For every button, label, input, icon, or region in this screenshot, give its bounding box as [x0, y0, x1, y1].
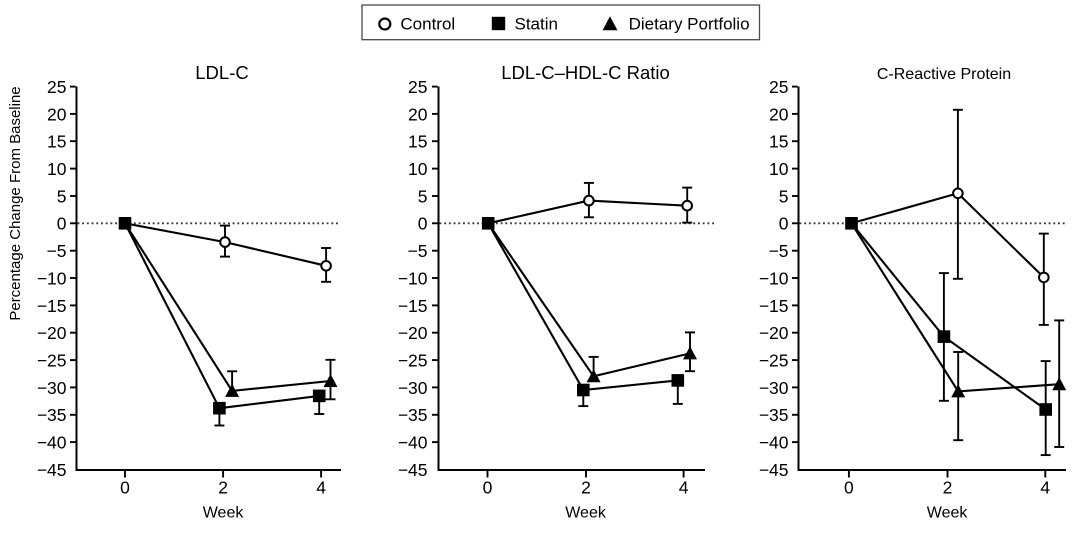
svg-text:Week: Week — [927, 505, 969, 522]
svg-text:LDL-C: LDL-C — [195, 62, 248, 83]
svg-text:−10: −10 — [759, 268, 789, 288]
svg-text:−30: −30 — [759, 378, 789, 398]
svg-text:−5: −5 — [408, 241, 428, 261]
svg-text:−35: −35 — [398, 405, 428, 425]
svg-text:10: 10 — [769, 159, 789, 179]
svg-text:15: 15 — [47, 132, 66, 152]
svg-text:0: 0 — [418, 214, 428, 234]
svg-text:−10: −10 — [398, 268, 428, 288]
svg-text:4: 4 — [316, 478, 326, 498]
svg-text:−45: −45 — [398, 460, 428, 480]
svg-text:−25: −25 — [398, 351, 428, 371]
svg-text:2: 2 — [581, 478, 591, 498]
svg-text:−10: −10 — [37, 268, 67, 288]
svg-text:−30: −30 — [37, 378, 67, 398]
svg-text:Week: Week — [565, 505, 607, 522]
svg-text:−25: −25 — [759, 351, 789, 371]
svg-text:C-Reactive Protein: C-Reactive Protein — [877, 66, 1011, 83]
svg-text:0: 0 — [120, 478, 130, 498]
svg-text:LDL-C–HDL-C Ratio: LDL-C–HDL-C Ratio — [501, 62, 670, 83]
svg-text:Percentage Change From Baselin: Percentage Change From Baseline — [7, 86, 24, 320]
svg-text:20: 20 — [769, 104, 789, 124]
svg-text:−15: −15 — [37, 296, 67, 316]
svg-text:−35: −35 — [37, 405, 67, 425]
svg-text:15: 15 — [769, 132, 788, 152]
svg-text:−5: −5 — [769, 241, 789, 261]
svg-text:−35: −35 — [759, 405, 789, 425]
svg-text:Statin: Statin — [515, 15, 558, 34]
svg-text:Week: Week — [203, 505, 245, 522]
svg-text:5: 5 — [418, 186, 428, 206]
svg-text:2: 2 — [218, 478, 228, 498]
svg-text:10: 10 — [47, 159, 67, 179]
svg-text:0: 0 — [57, 214, 67, 234]
svg-text:15: 15 — [408, 132, 427, 152]
svg-text:0: 0 — [844, 478, 854, 498]
svg-text:4: 4 — [1040, 478, 1050, 498]
svg-text:25: 25 — [47, 77, 66, 97]
svg-text:−20: −20 — [37, 323, 67, 343]
svg-text:−40: −40 — [398, 433, 428, 453]
svg-text:−45: −45 — [37, 460, 67, 480]
svg-text:4: 4 — [679, 478, 689, 498]
svg-text:−20: −20 — [398, 323, 428, 343]
svg-text:−5: −5 — [47, 241, 67, 261]
svg-text:20: 20 — [408, 104, 428, 124]
svg-text:−45: −45 — [759, 460, 789, 480]
svg-text:0: 0 — [483, 478, 493, 498]
svg-text:20: 20 — [47, 104, 67, 124]
svg-text:−30: −30 — [398, 378, 428, 398]
svg-text:0: 0 — [779, 214, 789, 234]
svg-text:−40: −40 — [759, 433, 789, 453]
svg-text:25: 25 — [408, 77, 427, 97]
svg-text:10: 10 — [408, 159, 428, 179]
svg-text:5: 5 — [57, 186, 67, 206]
svg-text:−20: −20 — [759, 323, 789, 343]
svg-text:−15: −15 — [759, 296, 789, 316]
svg-text:−40: −40 — [37, 433, 67, 453]
svg-text:2: 2 — [943, 478, 953, 498]
svg-text:Dietary Portfolio: Dietary Portfolio — [629, 15, 750, 34]
svg-text:25: 25 — [769, 77, 788, 97]
svg-text:−25: −25 — [37, 351, 67, 371]
svg-text:Control: Control — [400, 15, 455, 34]
svg-text:5: 5 — [779, 186, 789, 206]
svg-text:−15: −15 — [398, 296, 428, 316]
